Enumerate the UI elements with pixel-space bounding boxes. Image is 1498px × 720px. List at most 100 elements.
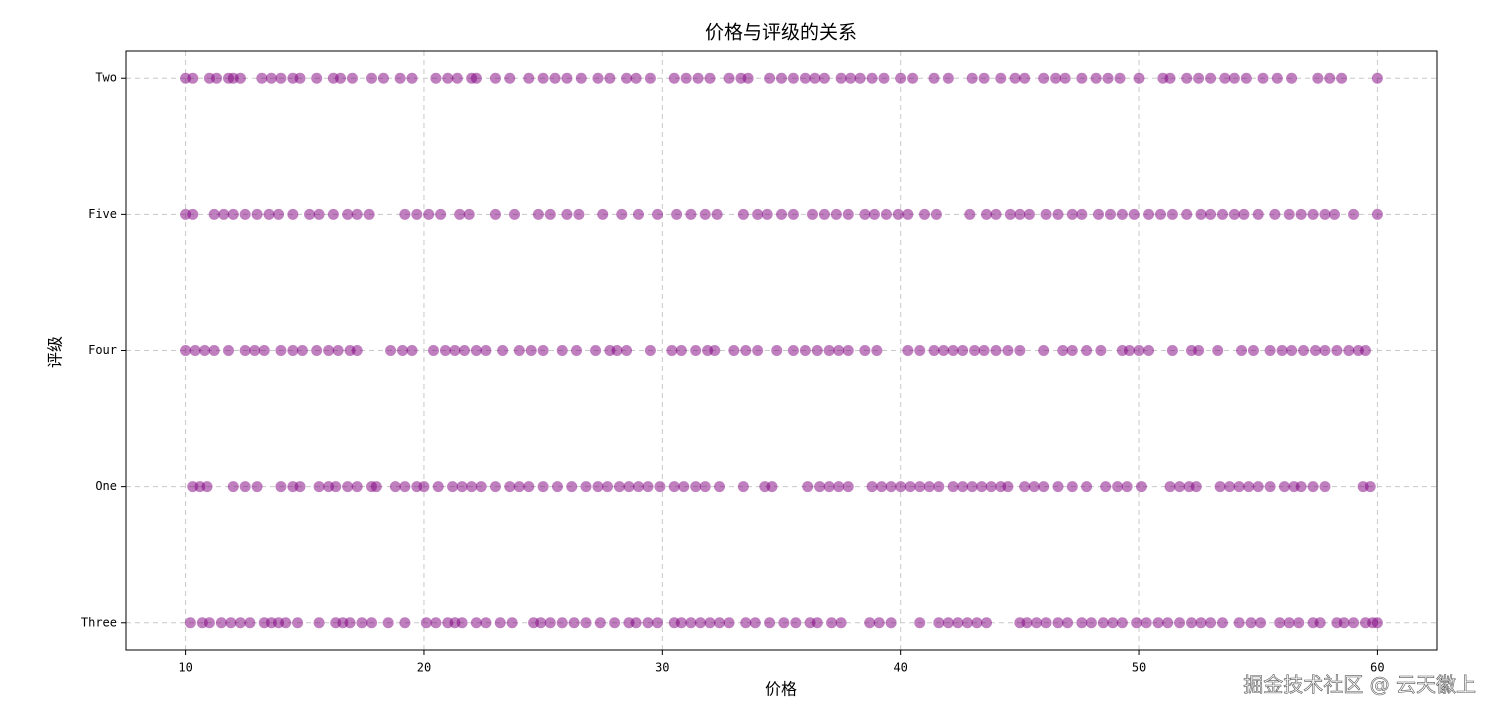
- point: [1243, 481, 1255, 493]
- point: [523, 72, 535, 84]
- point: [1295, 481, 1307, 493]
- point: [399, 617, 411, 629]
- point: [809, 72, 821, 84]
- point: [1002, 345, 1014, 356]
- point: [1247, 345, 1259, 356]
- point: [287, 208, 299, 220]
- point: [430, 72, 442, 84]
- point: [947, 345, 959, 356]
- point: [776, 72, 787, 84]
- point: [833, 481, 845, 493]
- point: [1104, 208, 1116, 220]
- point: [1309, 345, 1321, 356]
- point: [211, 72, 223, 84]
- point: [678, 481, 690, 493]
- point: [556, 345, 568, 356]
- point: [1238, 208, 1250, 220]
- point: [938, 345, 950, 356]
- point: [835, 72, 847, 84]
- point: [685, 208, 697, 220]
- point: [1021, 617, 1033, 629]
- point: [1283, 208, 1295, 220]
- point: [652, 208, 664, 220]
- point: [208, 345, 220, 356]
- point: [654, 481, 666, 493]
- point: [749, 617, 761, 629]
- point: [914, 345, 926, 356]
- point: [263, 208, 275, 220]
- point: [439, 345, 451, 356]
- point: [1224, 481, 1236, 493]
- point: [189, 345, 201, 356]
- point: [952, 617, 964, 629]
- point: [907, 72, 919, 84]
- point: [1140, 617, 1152, 629]
- point: [537, 481, 549, 493]
- point: [251, 208, 263, 220]
- point: [740, 617, 752, 629]
- point: [942, 617, 954, 629]
- point: [833, 345, 845, 356]
- point: [1174, 481, 1186, 493]
- point: [978, 72, 990, 84]
- point: [802, 481, 814, 493]
- point: [1135, 481, 1147, 493]
- point: [642, 481, 654, 493]
- point: [458, 345, 470, 356]
- point: [313, 208, 325, 220]
- point: [1364, 481, 1376, 493]
- point: [311, 72, 323, 84]
- point: [447, 481, 459, 493]
- point: [377, 72, 389, 84]
- point: [1371, 72, 1383, 84]
- point: [1228, 208, 1240, 220]
- point: [239, 208, 251, 220]
- point: [537, 72, 549, 84]
- point: [1264, 481, 1276, 493]
- point: [764, 72, 776, 84]
- point: [1164, 481, 1176, 493]
- point: [1031, 617, 1043, 629]
- point: [842, 481, 854, 493]
- point: [218, 208, 230, 220]
- point: [346, 72, 358, 84]
- point: [1107, 617, 1119, 629]
- point: [621, 345, 633, 356]
- point: [256, 72, 268, 84]
- point: [1131, 617, 1143, 629]
- point: [823, 345, 835, 356]
- point: [904, 481, 916, 493]
- point: [1166, 208, 1178, 220]
- point: [842, 345, 854, 356]
- point: [594, 617, 606, 629]
- point: [397, 345, 409, 356]
- point: [1278, 481, 1290, 493]
- point: [1100, 481, 1112, 493]
- point: [406, 72, 418, 84]
- point: [549, 72, 561, 84]
- point: [1371, 617, 1383, 629]
- point: [406, 345, 418, 356]
- point: [351, 208, 363, 220]
- point: [811, 617, 823, 629]
- point: [885, 617, 897, 629]
- point: [980, 208, 992, 220]
- point: [854, 72, 866, 84]
- point: [942, 72, 954, 84]
- point: [258, 345, 270, 356]
- point: [714, 617, 726, 629]
- point: [613, 481, 625, 493]
- point: [818, 208, 830, 220]
- point: [363, 208, 375, 220]
- point: [187, 72, 199, 84]
- point: [399, 481, 411, 493]
- point: [1329, 208, 1341, 220]
- point: [652, 617, 664, 629]
- point: [456, 617, 468, 629]
- point: [1233, 481, 1245, 493]
- point: [556, 617, 568, 629]
- point: [609, 617, 621, 629]
- point: [1181, 208, 1193, 220]
- point: [1097, 617, 1109, 629]
- point: [740, 345, 752, 356]
